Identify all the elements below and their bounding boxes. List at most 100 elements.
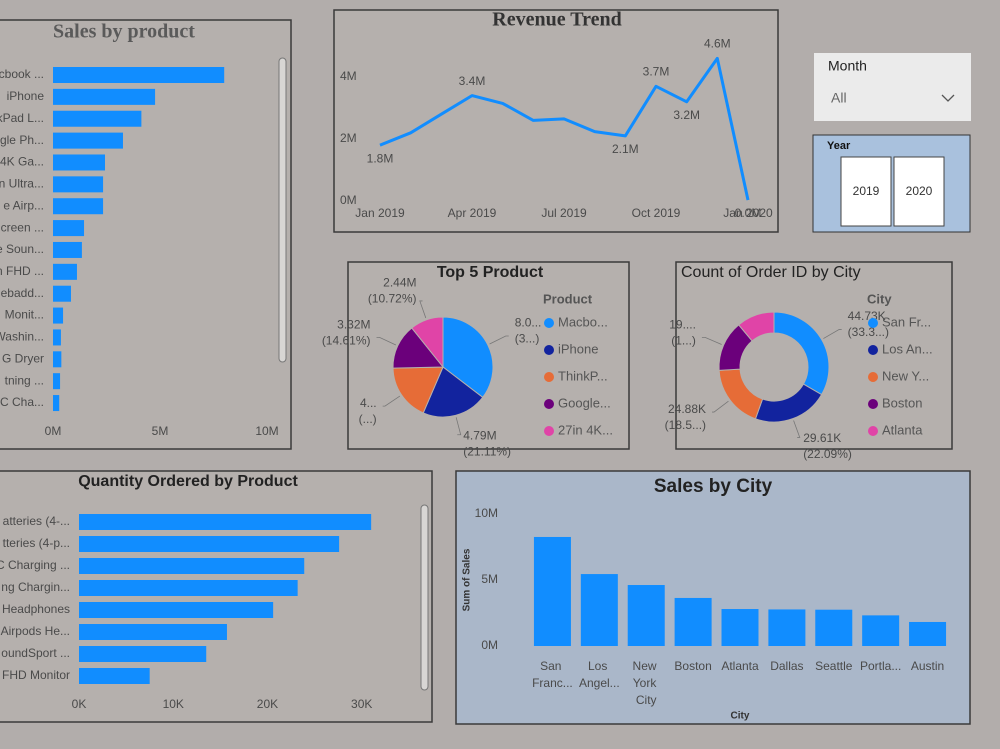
data-label: 2.1M [612,142,639,156]
slice [737,311,775,342]
y-tick-label: Monit... [5,308,44,322]
data-label: 0.0M [735,206,762,220]
leader-line [793,420,801,438]
y-tick-label: 5M [481,572,498,586]
y-tick-label: creen ... [1,220,44,234]
bar [815,609,853,646]
legend-marker [868,426,878,436]
data-label: 8.0... [515,316,542,330]
legend-title: Product [543,291,593,306]
slice [411,316,444,369]
bar [533,536,571,646]
y-tick-label: 2M [340,131,357,145]
y-tick-label: tning ... [5,373,44,387]
x-tick-label: 5M [152,424,169,438]
bar [53,329,61,346]
legend-label: Atlanta [882,422,923,437]
bar [79,536,340,552]
bar [53,395,60,412]
y-tick-label: e Airp... [3,198,44,212]
month-slicer[interactable]: Month All [814,53,971,121]
chart-title: Top 5 Product [437,264,544,281]
dropdown-chevron[interactable] [941,94,955,102]
x-tick-label: Los Angel... [579,659,620,690]
scrollbar[interactable] [420,504,429,691]
bar [53,154,106,171]
data-label: (1...) [671,334,696,348]
bar [627,585,665,646]
y-axis-title: Sum of Sales [462,548,473,611]
bar [79,646,207,662]
bar [909,621,947,646]
x-tick-label: 0K [72,697,87,711]
data-label: 3.2M [673,108,700,122]
data-label: 4.79M [463,429,496,443]
bar [862,615,900,646]
bar [53,198,104,215]
slicer-box [814,53,971,121]
slicer-title: Year [827,140,851,152]
x-tick-label: Austin [911,659,944,673]
y-tick-label: 0M [340,193,357,207]
slicer-button[interactable] [840,156,892,227]
slicer-option[interactable]: 2020 [906,184,933,198]
data-label: 4.6M [704,37,731,51]
legend-label: Boston [882,395,922,410]
data-label: (10.72%) [368,292,417,306]
legend-label: 27in 4K... [558,422,613,437]
legend-title: City [867,291,892,306]
legend-label: Google... [558,395,611,410]
y-tick-label: 4K Ga... [0,155,44,169]
x-tick-label: 10M [255,424,278,438]
data-label: (18.5...) [665,418,706,432]
bar [53,176,104,193]
data-label: (33.3...) [848,325,889,339]
x-tick-label: Dallas [770,659,803,673]
chart-title: Revenue Trend [492,9,621,31]
bar [79,668,150,684]
data-label: 29.61K [803,431,841,445]
bar [79,624,227,640]
y-tick-label: atteries (4-... [3,514,70,528]
panel [333,9,779,233]
bar [53,88,156,105]
leader-line [419,300,427,319]
legend-marker [544,318,554,328]
y-tick-label: acbook ... [0,67,44,81]
legend-marker [544,399,554,409]
slicer-value[interactable]: All [831,90,847,106]
y-tick-label: n Ultra... [0,177,44,191]
y-tick-label: G Dryer [2,351,44,365]
data-label: 3.7M [643,64,670,78]
year-slicer: Year 2019 2020 [812,134,971,233]
bar [79,558,305,574]
x-tick-label: Portla... [860,659,901,673]
legend-marker [544,372,554,382]
x-axis-title: City [731,711,750,722]
legend-label: San Fr... [882,314,931,329]
y-tick-label: 0M [481,638,498,652]
bar [53,373,61,390]
bar [768,609,806,646]
y-tick-label: iPhone [7,89,45,103]
slicer-button[interactable] [893,156,945,227]
y-tick-label: e Soun... [0,242,44,256]
y-tick-label: Headphones [2,602,70,616]
bar [53,132,123,149]
x-tick-label: San Franc... [532,659,573,690]
leader-line [823,329,842,339]
data-label: 24.88K [668,402,706,416]
slicer-option[interactable]: 2019 [853,184,880,198]
data-label: 19.... [669,318,696,332]
bar [721,609,759,646]
y-tick-label: FHD Monitor [2,668,70,682]
bar [79,602,274,618]
legend-label: Macbo... [558,314,608,329]
scrollbar[interactable] [278,57,287,363]
y-tick-label: C Cha... [0,395,44,409]
x-tick-label: Atlanta [721,659,759,673]
panel [0,470,433,723]
x-tick-label: Boston [674,659,711,673]
legend-marker [868,399,878,409]
